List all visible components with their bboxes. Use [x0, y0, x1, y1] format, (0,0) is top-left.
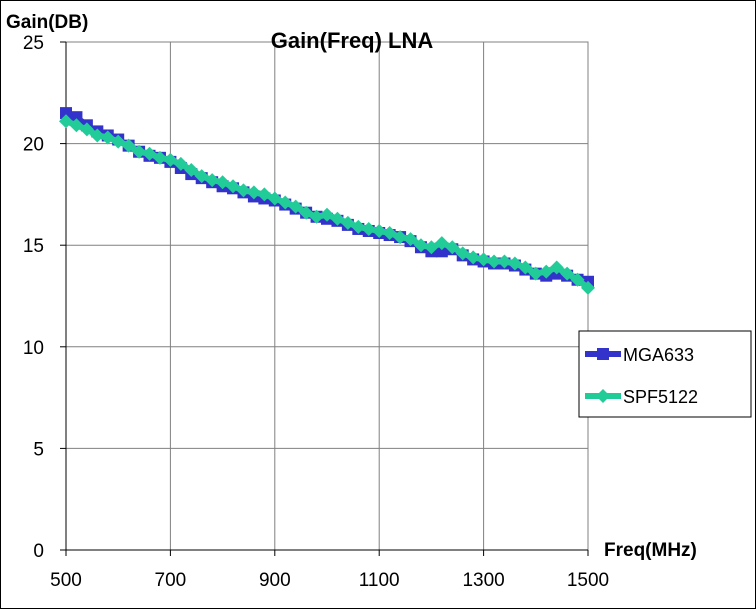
data-point: [194, 169, 209, 184]
y-tick-label: 5: [33, 439, 44, 460]
data-point: [257, 187, 272, 202]
data-point: [100, 130, 115, 145]
legend: MGA633 SPF5122: [578, 330, 752, 418]
data-point: [434, 236, 449, 251]
data-point: [340, 215, 355, 230]
y-tick-label: 20: [23, 135, 44, 156]
data-point: [69, 118, 84, 133]
data-point: [59, 114, 73, 129]
x-tick-label: 700: [155, 570, 187, 591]
data-point: [518, 260, 533, 275]
data-point: [549, 260, 564, 275]
data-point: [299, 205, 314, 220]
data-point: [581, 280, 595, 295]
x-tick-label: 500: [50, 570, 82, 591]
legend-box: [578, 330, 752, 418]
data-point: [142, 146, 157, 161]
data-point: [403, 232, 418, 247]
chart-title: Gain(Freq) LNA: [271, 28, 434, 53]
x-tick-label: 1300: [462, 570, 504, 591]
data-point: [215, 175, 230, 190]
data-point: [424, 240, 439, 255]
data-point: [163, 152, 178, 167]
x-tick-label: 900: [259, 570, 291, 591]
data-point: [132, 144, 147, 159]
legend-item-spf5122: SPF5122: [585, 387, 698, 407]
data-point: [226, 179, 241, 194]
x-axis-ticks: 500 700 900 1100 1300 1500: [50, 550, 609, 591]
data-point: [413, 238, 428, 253]
series-layer: [59, 107, 595, 295]
data-point: [320, 207, 334, 222]
y-tick-label: 15: [23, 236, 44, 257]
data-point: [205, 173, 220, 188]
data-point: [267, 191, 282, 206]
data-point: [70, 111, 83, 124]
data-point: [539, 264, 554, 279]
y-tick-label: 0: [33, 541, 44, 562]
series-spf5122: [59, 114, 595, 295]
data-point: [278, 195, 293, 210]
data-point: [330, 211, 345, 226]
gridlines: [66, 42, 588, 550]
data-point: [497, 254, 512, 269]
data-point: [152, 150, 167, 165]
data-point: [288, 199, 303, 214]
data-point: [476, 252, 491, 267]
x-tick-label: 1500: [567, 570, 609, 591]
data-point: [79, 122, 94, 137]
data-point: [466, 250, 481, 265]
data-point: [455, 246, 470, 261]
legend-label: SPF5122: [623, 387, 698, 407]
y-axis-ticks: 0 5 10 15 20 25: [23, 33, 66, 562]
data-point: [351, 219, 366, 234]
data-point: [372, 223, 387, 238]
data-point: [560, 266, 575, 281]
data-point: [236, 183, 251, 198]
data-point: [90, 128, 105, 143]
data-point: [246, 185, 261, 200]
data-point: [445, 240, 460, 255]
data-point: [382, 226, 397, 241]
legend-marker: [597, 348, 609, 360]
data-point: [507, 256, 522, 271]
data-point: [393, 230, 408, 245]
data-point: [111, 134, 126, 149]
data-point: [570, 272, 585, 287]
data-point: [173, 156, 188, 171]
data-point: [184, 163, 199, 178]
data-point: [309, 209, 324, 224]
x-tick-label: 1100: [359, 570, 400, 591]
data-point: [487, 254, 502, 269]
y-tick-label: 25: [23, 33, 44, 54]
y-axis-title: Gain(DB): [6, 12, 88, 33]
x-axis-title: Freq(MHz): [604, 540, 697, 561]
legend-item-mga633: MGA633: [585, 345, 694, 365]
legend-marker: [596, 389, 610, 403]
data-point: [60, 107, 72, 120]
y-tick-label: 10: [23, 338, 44, 359]
data-point: [121, 138, 136, 153]
data-point: [435, 245, 448, 258]
legend-label: MGA633: [623, 345, 694, 365]
plot-area: [65, 41, 589, 551]
data-point: [361, 221, 376, 236]
data-point: [528, 266, 543, 281]
series-line: [64, 110, 589, 285]
